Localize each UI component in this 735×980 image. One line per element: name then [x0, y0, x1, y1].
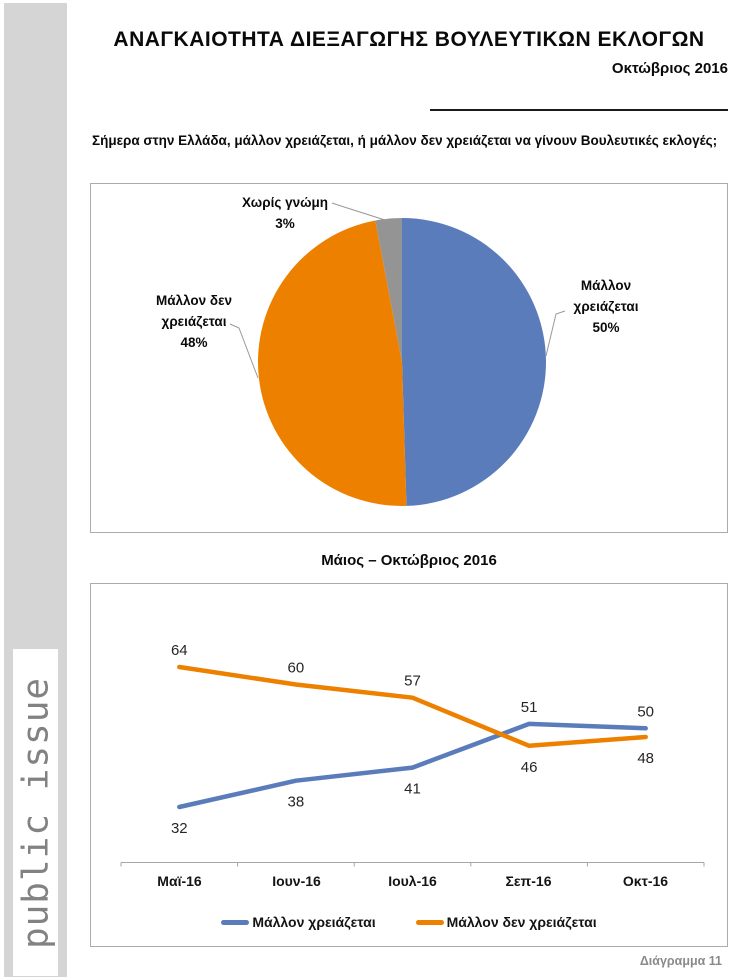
pie-label-line: Χωρίς γνώμη — [241, 195, 329, 210]
x-axis-label: Οκτ-16 — [622, 873, 669, 889]
pie-slices — [257, 218, 546, 506]
pie-slice — [402, 218, 546, 506]
series-line — [177, 664, 648, 749]
brand-logo-text: public issue — [15, 676, 56, 949]
report-date: Οκτώβριος 2016 — [611, 60, 728, 77]
pie-label-line: χρειάζεται — [161, 314, 227, 329]
pie-label-not-need: Μάλλον δεν χρειάζεται 48% — [129, 290, 259, 353]
title-underline — [430, 109, 728, 111]
x-axis-label: Σεπ-16 — [505, 873, 552, 889]
legend-item-need: Μάλλον χρειάζεται — [221, 914, 376, 930]
pie-label-line: 50% — [592, 320, 620, 335]
pie-chart: Χωρίς γνώμη 3% Μάλλον δεν χρειάζεται 48%… — [90, 183, 728, 533]
leader-line-not-need — [229, 323, 259, 379]
x-axis-label: Ιουν-16 — [272, 873, 321, 889]
pie-svg — [229, 202, 566, 506]
leader-line-no-opinion — [331, 202, 389, 222]
x-axis-label: Ιουλ-16 — [388, 873, 437, 889]
data-label: 50 — [637, 703, 654, 720]
data-label: 57 — [404, 673, 421, 690]
page-title: ΑΝΑΓΚΑΙΟΤΗΤΑ ΔΙΕΞΑΓΩΓΗΣ ΒΟΥΛΕΥΤΙΚΩΝ ΕΚΛΟ… — [113, 28, 705, 51]
survey-question: Σήμερα στην Ελλάδα, μάλλον χρειάζεται, ή… — [92, 133, 718, 148]
pie-label-line: 3% — [275, 216, 295, 231]
x-axis — [120, 862, 705, 867]
pie-label-no-opinion: Χωρίς γνώμη 3% — [220, 192, 350, 234]
legend-item-not-need: Μάλλον δεν χρειάζεται — [415, 914, 597, 930]
leader-line-need — [545, 310, 566, 357]
pie-label-need: Μάλλον χρειάζεται 50% — [541, 275, 671, 338]
data-label: 41 — [404, 781, 421, 798]
pie-slice — [375, 218, 402, 362]
brand-logo: public issue — [13, 649, 58, 976]
legend-label: Μάλλον χρειάζεται — [252, 914, 376, 930]
line-chart-title: Μάιος – Οκτώβριος 2016 — [321, 552, 497, 569]
figure-caption: Διάγραμμα 11 — [639, 954, 722, 968]
line-chart: 32 38 41 51 50 64 60 57 46 48 Μαϊ-16 Ιουν-16 Ιουλ… — [90, 583, 728, 947]
legend-color-swatch — [415, 919, 444, 925]
data-label: 46 — [521, 759, 538, 776]
series-line — [177, 721, 648, 810]
data-label: 38 — [288, 794, 305, 811]
data-label: 60 — [288, 660, 305, 677]
x-axis-label: Μαϊ-16 — [157, 873, 202, 889]
legend-label: Μάλλον δεν χρειάζεται — [446, 914, 597, 930]
pie-label-line: χρειάζεται — [573, 299, 639, 314]
data-label: 51 — [521, 699, 538, 716]
pie-label-line: 48% — [180, 335, 208, 350]
brand-sidebar: public issue — [4, 3, 67, 977]
pie-label-line: Μάλλον δεν — [155, 293, 232, 308]
line-svg: 32 38 41 51 50 64 60 57 46 48 — [120, 642, 705, 867]
data-label: 64 — [171, 642, 188, 659]
chart-legend: Μάλλον χρειάζεται Μάλλον δεν χρειάζεται — [91, 914, 727, 930]
pie-label-line: Μάλλον — [580, 278, 632, 293]
data-label: 48 — [637, 750, 654, 767]
pie-leader-lines — [229, 202, 566, 379]
pie-slice — [257, 220, 407, 506]
legend-color-swatch — [221, 919, 250, 925]
data-label: 32 — [171, 820, 188, 837]
